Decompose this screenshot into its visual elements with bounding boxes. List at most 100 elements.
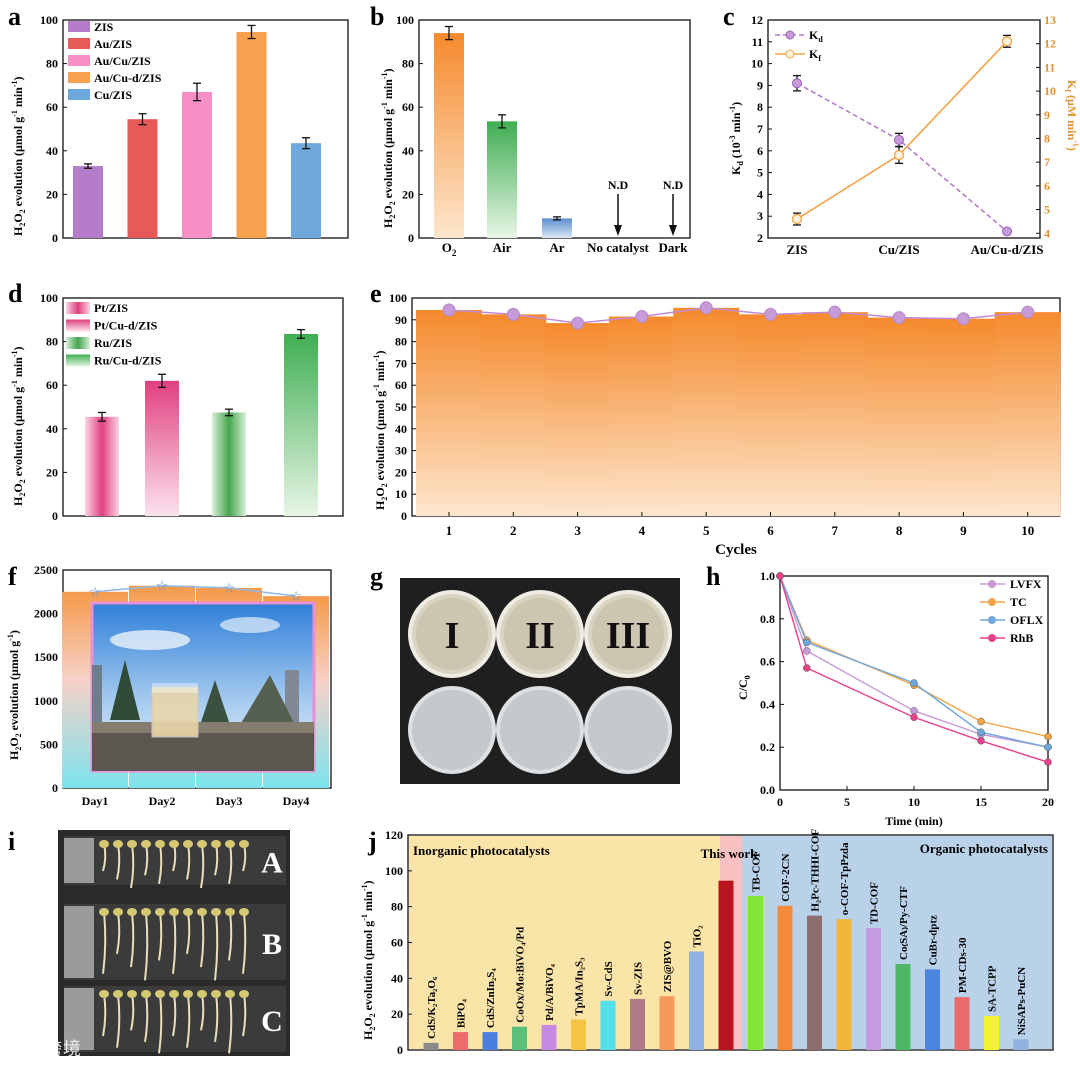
bar — [748, 895, 763, 1050]
y-tick-label: 50 — [395, 400, 407, 414]
y-axis: 0 20 40 60 80 100 — [396, 13, 423, 245]
bar — [182, 91, 212, 238]
bar — [925, 969, 940, 1050]
panel-letter: i — [8, 827, 15, 856]
y-tick-label: 20 — [46, 187, 58, 201]
bars — [73, 24, 321, 238]
panel-i: i A B C — [8, 827, 290, 1056]
y-tick-label: 0 — [52, 509, 58, 523]
bar-label: COF-2CN — [780, 853, 792, 901]
star-marker: ☆ — [223, 581, 236, 597]
data-point — [635, 310, 649, 324]
sprout-stem — [172, 911, 177, 974]
data-point — [977, 728, 985, 736]
y-tick-label: 1.0 — [760, 569, 775, 583]
sprout-head — [99, 908, 109, 916]
sprout-head — [239, 990, 249, 998]
bars — [85, 328, 318, 516]
bar-label: TiO₂ — [692, 925, 704, 948]
point-kd — [1002, 226, 1012, 237]
dish-agar — [416, 598, 488, 670]
y-axis-title: H2O2 evolution (μmol g-1 min-1) — [10, 346, 27, 506]
plot-frame — [62, 297, 344, 517]
bar — [866, 928, 881, 1050]
ruler — [64, 906, 94, 978]
sprout-head — [155, 990, 165, 998]
x-tick-label: O2 — [442, 240, 457, 258]
bar — [737, 314, 804, 516]
y-tick-label: 40 — [46, 422, 58, 436]
dish-label: I — [445, 615, 460, 657]
legend-swatch — [68, 72, 90, 83]
sprout-stem — [228, 911, 233, 961]
data-point — [910, 707, 918, 715]
y-axis: 0 20 40 60 80 100 — [40, 291, 67, 523]
bar — [236, 31, 267, 238]
x-axis-title: Cycles — [715, 542, 757, 558]
sprout-head — [183, 990, 193, 998]
data-point — [803, 647, 811, 655]
bar-label: CoOx/Mo:BiVO₄/Pd — [515, 927, 527, 1023]
bar — [487, 121, 517, 238]
watermark: 大数跨境 — [6, 1039, 82, 1059]
y-tick-label: 0.2 — [760, 740, 775, 754]
sprout-head — [197, 840, 207, 848]
bar — [994, 312, 1061, 516]
legend-label: Kd — [809, 28, 823, 44]
sprout-stem — [102, 911, 107, 974]
legend-marker — [988, 580, 996, 588]
x-tick-label: Air — [493, 240, 512, 255]
bar — [777, 905, 793, 1050]
y-tick-label: 8 — [757, 100, 763, 114]
y-tick-label: 5 — [1044, 203, 1050, 217]
legend-label: Kf — [809, 47, 821, 63]
y-axis-title: C/C0 — [736, 675, 752, 700]
sprout-head — [141, 840, 151, 848]
y-tick-label: 0.8 — [760, 612, 775, 626]
data-point — [1044, 758, 1052, 766]
y-tick-label: 40 — [402, 144, 414, 158]
trend-line — [448, 307, 1028, 324]
legend-label: OFLX — [1010, 613, 1044, 627]
x-tick-label: 20 — [1042, 795, 1054, 809]
sprout-head — [127, 908, 137, 916]
group-label: Inorganic photocatalysts — [413, 843, 550, 858]
sprout-stem — [200, 911, 205, 968]
series-line — [779, 575, 1049, 748]
panel-letter: e — [370, 279, 382, 308]
y-tick-label: 20 — [402, 187, 414, 201]
y-tick-label: 10 — [751, 57, 763, 71]
y-tick-label: 70 — [395, 356, 407, 370]
bar-label: TB-COF — [751, 850, 763, 892]
legend-marker — [785, 49, 795, 59]
bar-label: Sv-CdS — [603, 961, 615, 996]
bars-and-line: 0 10 20 30 40 50 60 70 80 90 100 1 2 3 4 5 6 7 8 9 10 — [389, 291, 1061, 538]
y-tick-label: 80 — [395, 335, 407, 349]
y-tick-label: 100 — [389, 291, 407, 305]
x-axis-title: Time (min) — [885, 814, 942, 828]
line-plot: 2 3 4 5 6 7 8 9 10 11 12 4 5 6 7 8 9 10 11 12 13 ZIS Cu/ZIS Au/… — [751, 13, 1056, 257]
sprout-head — [155, 908, 165, 916]
y-tick-label: 9 — [757, 78, 763, 92]
bar — [284, 333, 318, 516]
bar — [73, 166, 103, 238]
sprout-stem — [158, 911, 163, 961]
panel-letter: d — [8, 279, 23, 308]
panel-e: e 0 10 20 30 40 50 60 70 80 90 100 1 2 3 4 5 6 7 8 9 10 Cycl… — [370, 279, 1061, 558]
legend-label: RhB — [1010, 631, 1033, 645]
dish-agar — [592, 598, 664, 670]
row-label: B — [262, 928, 282, 961]
y-tick-label: 30 — [395, 444, 407, 458]
bar — [541, 1024, 557, 1050]
x-tick-label: Au/Cu-d/ZIS — [971, 242, 1044, 257]
y-tick-label: 120 — [385, 828, 403, 842]
sprout-stem — [186, 993, 191, 1048]
y-tick-label: 60 — [46, 378, 58, 392]
y-tick-label: 80 — [46, 335, 58, 349]
bar — [423, 1042, 439, 1050]
legend-swatch — [66, 337, 90, 349]
panel-g: g I II III — [370, 562, 680, 784]
y-tick-label: 20 — [395, 465, 407, 479]
dish-agar — [504, 598, 576, 670]
y-tick-label: 7 — [757, 122, 763, 136]
